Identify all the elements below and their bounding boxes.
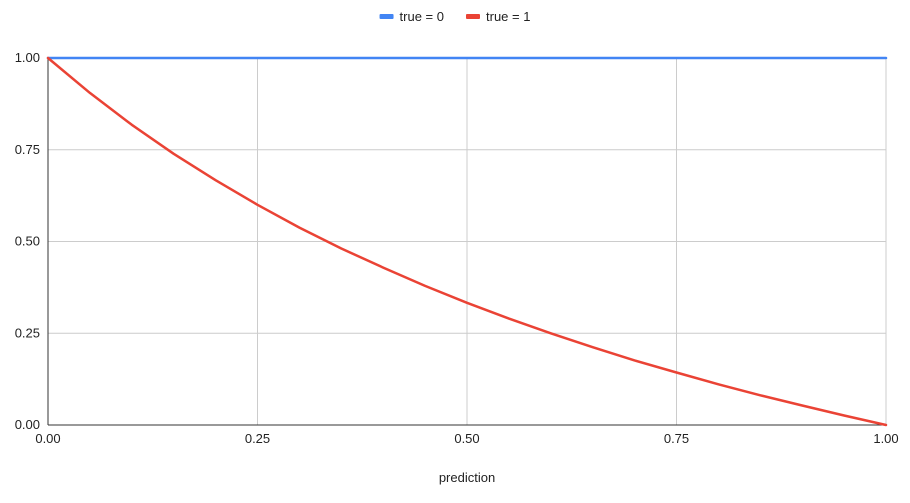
y-tick-label: 0.50 xyxy=(15,234,40,249)
legend-swatch xyxy=(466,14,480,19)
legend-label: true = 1 xyxy=(486,9,530,24)
x-tick-label: 0.00 xyxy=(35,431,60,446)
tick-labels: 0.00 0.25 0.50 0.75 1.00 0.00 0.25 0.50 0.75 1.00 xyxy=(15,50,899,446)
x-tick-label: 0.25 xyxy=(245,431,270,446)
series-line-2 xyxy=(46,56,888,427)
x-tick-label: 0.50 xyxy=(454,431,479,446)
x-tick-label: 0.75 xyxy=(664,431,689,446)
series-lines xyxy=(46,56,888,427)
legend-label: true = 0 xyxy=(400,9,444,24)
axes xyxy=(47,58,886,426)
legend-swatch xyxy=(379,14,394,19)
y-tick-label: 1.00 xyxy=(15,50,40,65)
x-tick-label: 1.00 xyxy=(873,431,898,446)
legend: true = 0 true = 1 xyxy=(379,9,530,24)
gridlines xyxy=(48,57,887,425)
y-tick-label: 0.00 xyxy=(15,417,40,432)
y-tick-label: 0.25 xyxy=(15,325,40,340)
y-tick-label: 0.75 xyxy=(15,142,40,157)
x-axis-title: prediction xyxy=(439,470,495,485)
